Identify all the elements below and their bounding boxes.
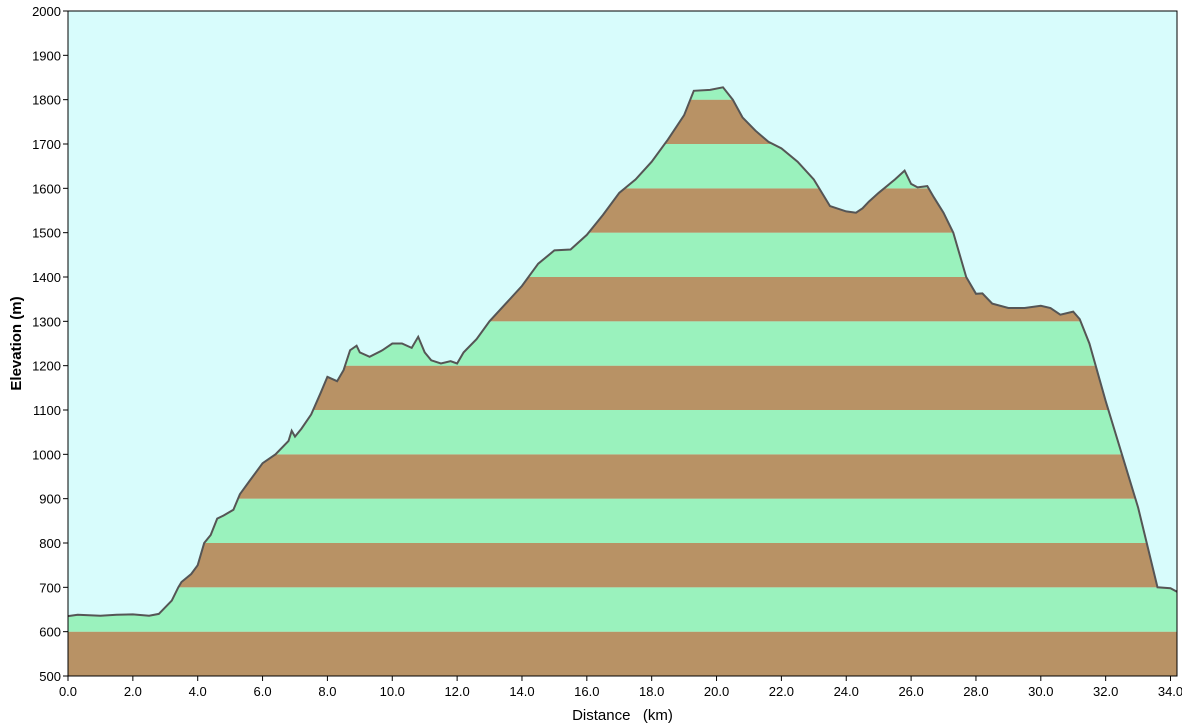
x-tick-label: 10.0 <box>380 684 405 699</box>
profile-line <box>67 86 1178 618</box>
x-tick-label: 34.0 <box>1158 684 1182 699</box>
x-tick-label: 22.0 <box>769 684 794 699</box>
x-tick-label: 28.0 <box>963 684 988 699</box>
y-tick-label: 1700 <box>32 137 61 152</box>
y-tick-label: 900 <box>39 492 61 507</box>
x-tick-label: 26.0 <box>898 684 923 699</box>
y-tick-label: 600 <box>39 625 61 640</box>
y-tick-label: 1600 <box>32 181 61 196</box>
y-tick-label: 1100 <box>33 403 61 418</box>
x-tick-label: 32.0 <box>1093 684 1118 699</box>
elevation-band <box>68 543 1177 588</box>
y-tick-label: 800 <box>39 536 61 551</box>
elevation-band <box>68 631 1177 676</box>
x-tick-label: 18.0 <box>639 684 664 699</box>
x-tick-label: 30.0 <box>1028 684 1053 699</box>
y-tick-label: 2000 <box>32 4 61 19</box>
x-tick-label: 0.0 <box>59 684 77 699</box>
x-tick-label: 20.0 <box>704 684 729 699</box>
y-axis-title: Elevation (m) <box>8 296 25 390</box>
x-tick-label: 14.0 <box>509 684 534 699</box>
y-tick-label: 1300 <box>32 314 61 329</box>
y-tick-label: 1900 <box>32 48 61 63</box>
x-tick-label: 2.0 <box>124 684 142 699</box>
y-tick-label: 1500 <box>32 226 61 241</box>
x-axis-title: Distance (km) <box>572 707 673 724</box>
elevation-band <box>68 498 1177 543</box>
x-tick-label: 24.0 <box>834 684 859 699</box>
y-axis: 500 600 700 800 900 1000 1100 1200 1300 1400 1500 1… <box>32 4 68 684</box>
y-tick-label: 700 <box>39 580 61 595</box>
plot-frame <box>67 10 1178 677</box>
x-tick-label: 4.0 <box>189 684 207 699</box>
y-tick-label: 1400 <box>32 270 61 285</box>
x-tick-label: 12.0 <box>444 684 469 699</box>
elevation-band <box>68 587 1177 632</box>
y-tick-label: 1200 <box>32 359 61 374</box>
x-tick-label: 8.0 <box>318 684 336 699</box>
x-tick-label: 6.0 <box>254 684 272 699</box>
x-tick-label: 16.0 <box>574 684 599 699</box>
y-tick-label: 1800 <box>32 93 61 108</box>
y-tick-label: 1000 <box>32 447 61 462</box>
y-tick-label: 500 <box>39 669 61 684</box>
x-axis: 0.0 2.0 4.0 6.0 8.0 10.0 12.0 14.0 16.0 18.0 20.0 2… <box>59 676 1182 699</box>
